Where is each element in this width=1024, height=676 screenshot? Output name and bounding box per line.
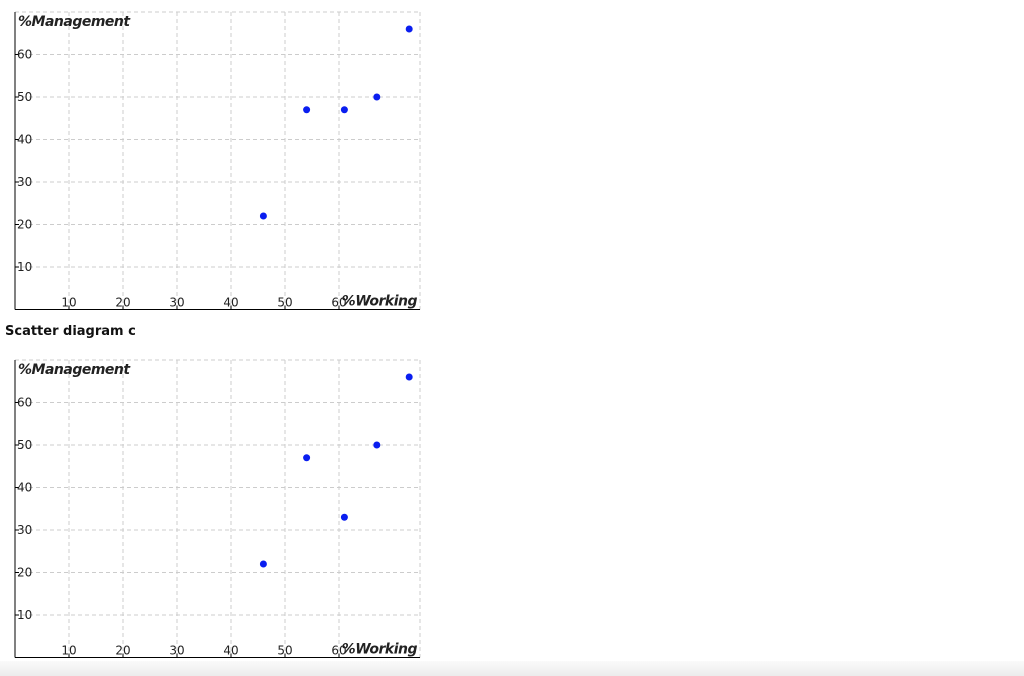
x-tick-label: 20 [115, 296, 130, 310]
point [373, 441, 381, 449]
y-tick-label: 10 [17, 608, 32, 622]
caption: Scatter diagram c [5, 324, 136, 339]
scatter-chart: 10 20 30 40 50 60 10 20 30 40 50 60 %Management %Work… [14, 11, 421, 310]
point [405, 373, 413, 381]
point [303, 106, 311, 114]
point [259, 212, 267, 220]
point [340, 106, 348, 114]
x-tick-label: 10 [61, 644, 76, 658]
y-axis-label: %Management [18, 362, 131, 378]
x-tick-label: 50 [277, 296, 292, 310]
point [373, 93, 381, 101]
x-tick-label: 60 [331, 296, 346, 310]
point [259, 560, 267, 568]
y-tick-label: 20 [17, 566, 32, 580]
x-tick-label: 60 [331, 644, 346, 658]
x-tick-label: 20 [115, 644, 130, 658]
x-axis-label: %Working [342, 294, 418, 310]
y-tick-label: 30 [17, 523, 32, 537]
y-tick-label: 30 [17, 175, 32, 189]
scatter-chart: 10 20 30 40 50 60 10 20 30 40 50 60 %Management %Work… [14, 359, 421, 658]
x-tick-label: 30 [169, 296, 184, 310]
y-tick-label: 50 [17, 438, 32, 452]
x-tick-label: 50 [277, 644, 292, 658]
point [405, 25, 413, 33]
bottom-bar [0, 661, 1024, 676]
y-tick-label: 50 [17, 90, 32, 104]
y-tick-label: 40 [17, 133, 32, 147]
x-tick-label: 10 [61, 296, 76, 310]
y-tick-label: 40 [17, 481, 32, 495]
point [303, 454, 311, 462]
y-tick-label: 60 [17, 396, 32, 410]
x-tick-label: 40 [223, 296, 238, 310]
y-tick-label: 10 [17, 260, 32, 274]
y-tick-label: 60 [17, 48, 32, 62]
x-tick-label: 40 [223, 644, 238, 658]
x-axis-label: %Working [342, 642, 418, 658]
point [340, 513, 348, 521]
x-tick-label: 30 [169, 644, 184, 658]
y-tick-label: 20 [17, 218, 32, 232]
y-axis-label: %Management [18, 14, 131, 30]
